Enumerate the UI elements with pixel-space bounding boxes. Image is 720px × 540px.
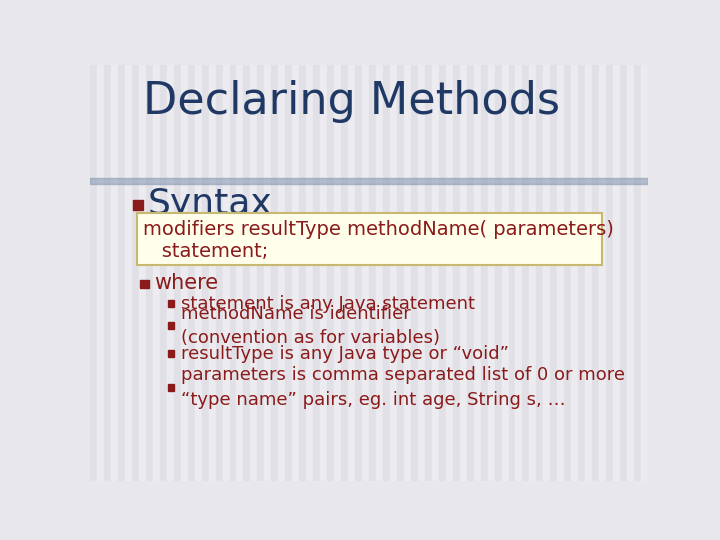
- Bar: [362, 65, 369, 481]
- Bar: [209, 65, 215, 481]
- Bar: [327, 65, 334, 481]
- Bar: [160, 65, 167, 481]
- Bar: [564, 65, 571, 481]
- Bar: [271, 65, 279, 481]
- Text: modifiers resultType methodName( parameters): modifiers resultType methodName( paramet…: [143, 220, 613, 239]
- Bar: [139, 65, 145, 481]
- Bar: [215, 65, 222, 481]
- Bar: [508, 65, 516, 481]
- Bar: [425, 65, 432, 481]
- Bar: [474, 65, 481, 481]
- Bar: [90, 178, 648, 184]
- Bar: [620, 65, 627, 481]
- Bar: [502, 65, 508, 481]
- Bar: [369, 65, 376, 481]
- Bar: [243, 65, 251, 481]
- Bar: [230, 65, 236, 481]
- Bar: [236, 65, 243, 481]
- Bar: [550, 65, 557, 481]
- Text: statement;: statement;: [143, 242, 268, 261]
- Bar: [153, 65, 160, 481]
- Bar: [606, 65, 613, 481]
- Bar: [181, 65, 188, 481]
- Text: parameters is comma separated list of 0 or more
“type name” pairs, eg. int age, : parameters is comma separated list of 0 …: [181, 366, 625, 409]
- Bar: [132, 200, 143, 210]
- Bar: [348, 65, 355, 481]
- Bar: [168, 350, 174, 357]
- Bar: [167, 65, 174, 481]
- Bar: [334, 65, 341, 481]
- Bar: [320, 65, 327, 481]
- Bar: [418, 65, 425, 481]
- Text: where: where: [154, 273, 218, 293]
- Bar: [578, 65, 585, 481]
- Bar: [222, 65, 230, 481]
- Bar: [111, 65, 118, 481]
- Bar: [188, 65, 194, 481]
- Bar: [523, 65, 529, 481]
- Bar: [104, 65, 111, 481]
- Bar: [438, 65, 446, 481]
- Bar: [168, 322, 174, 329]
- Bar: [453, 65, 459, 481]
- Bar: [279, 65, 285, 481]
- Bar: [390, 65, 397, 481]
- Bar: [529, 65, 536, 481]
- Bar: [174, 65, 181, 481]
- Bar: [487, 65, 495, 481]
- Bar: [641, 65, 648, 481]
- Bar: [459, 65, 467, 481]
- Text: resultType is any Java type or “void”: resultType is any Java type or “void”: [181, 345, 508, 363]
- Bar: [341, 65, 348, 481]
- Bar: [90, 65, 97, 481]
- Bar: [258, 65, 264, 481]
- Bar: [264, 65, 271, 481]
- Text: Syntax: Syntax: [148, 187, 273, 221]
- Bar: [557, 65, 564, 481]
- Bar: [300, 65, 306, 481]
- Bar: [202, 65, 209, 481]
- Bar: [251, 65, 258, 481]
- Bar: [125, 65, 132, 481]
- Bar: [467, 65, 474, 481]
- Bar: [355, 65, 362, 481]
- Bar: [571, 65, 578, 481]
- Bar: [292, 65, 300, 481]
- Bar: [145, 65, 153, 481]
- Bar: [132, 65, 139, 481]
- Text: statement is any Java statement: statement is any Java statement: [181, 295, 474, 313]
- Bar: [404, 65, 411, 481]
- Bar: [194, 65, 202, 481]
- Bar: [432, 65, 438, 481]
- FancyBboxPatch shape: [137, 213, 601, 265]
- Bar: [140, 280, 149, 288]
- Bar: [411, 65, 418, 481]
- Bar: [648, 65, 655, 481]
- Bar: [495, 65, 502, 481]
- Bar: [593, 65, 599, 481]
- Bar: [168, 383, 174, 390]
- Bar: [613, 65, 620, 481]
- Text: methodName is identifier
(convention as for variables): methodName is identifier (convention as …: [181, 305, 440, 347]
- Bar: [655, 65, 662, 481]
- Bar: [536, 65, 544, 481]
- Bar: [313, 65, 320, 481]
- Bar: [383, 65, 390, 481]
- Bar: [285, 65, 292, 481]
- Bar: [481, 65, 487, 481]
- Bar: [446, 65, 453, 481]
- Text: Declaring Methods: Declaring Methods: [143, 80, 559, 123]
- Bar: [306, 65, 313, 481]
- Bar: [585, 65, 593, 481]
- Bar: [634, 65, 641, 481]
- Bar: [118, 65, 125, 481]
- Bar: [168, 300, 174, 307]
- Bar: [397, 65, 404, 481]
- Bar: [599, 65, 606, 481]
- Bar: [516, 65, 523, 481]
- Bar: [544, 65, 550, 481]
- Bar: [627, 65, 634, 481]
- Bar: [97, 65, 104, 481]
- Bar: [376, 65, 383, 481]
